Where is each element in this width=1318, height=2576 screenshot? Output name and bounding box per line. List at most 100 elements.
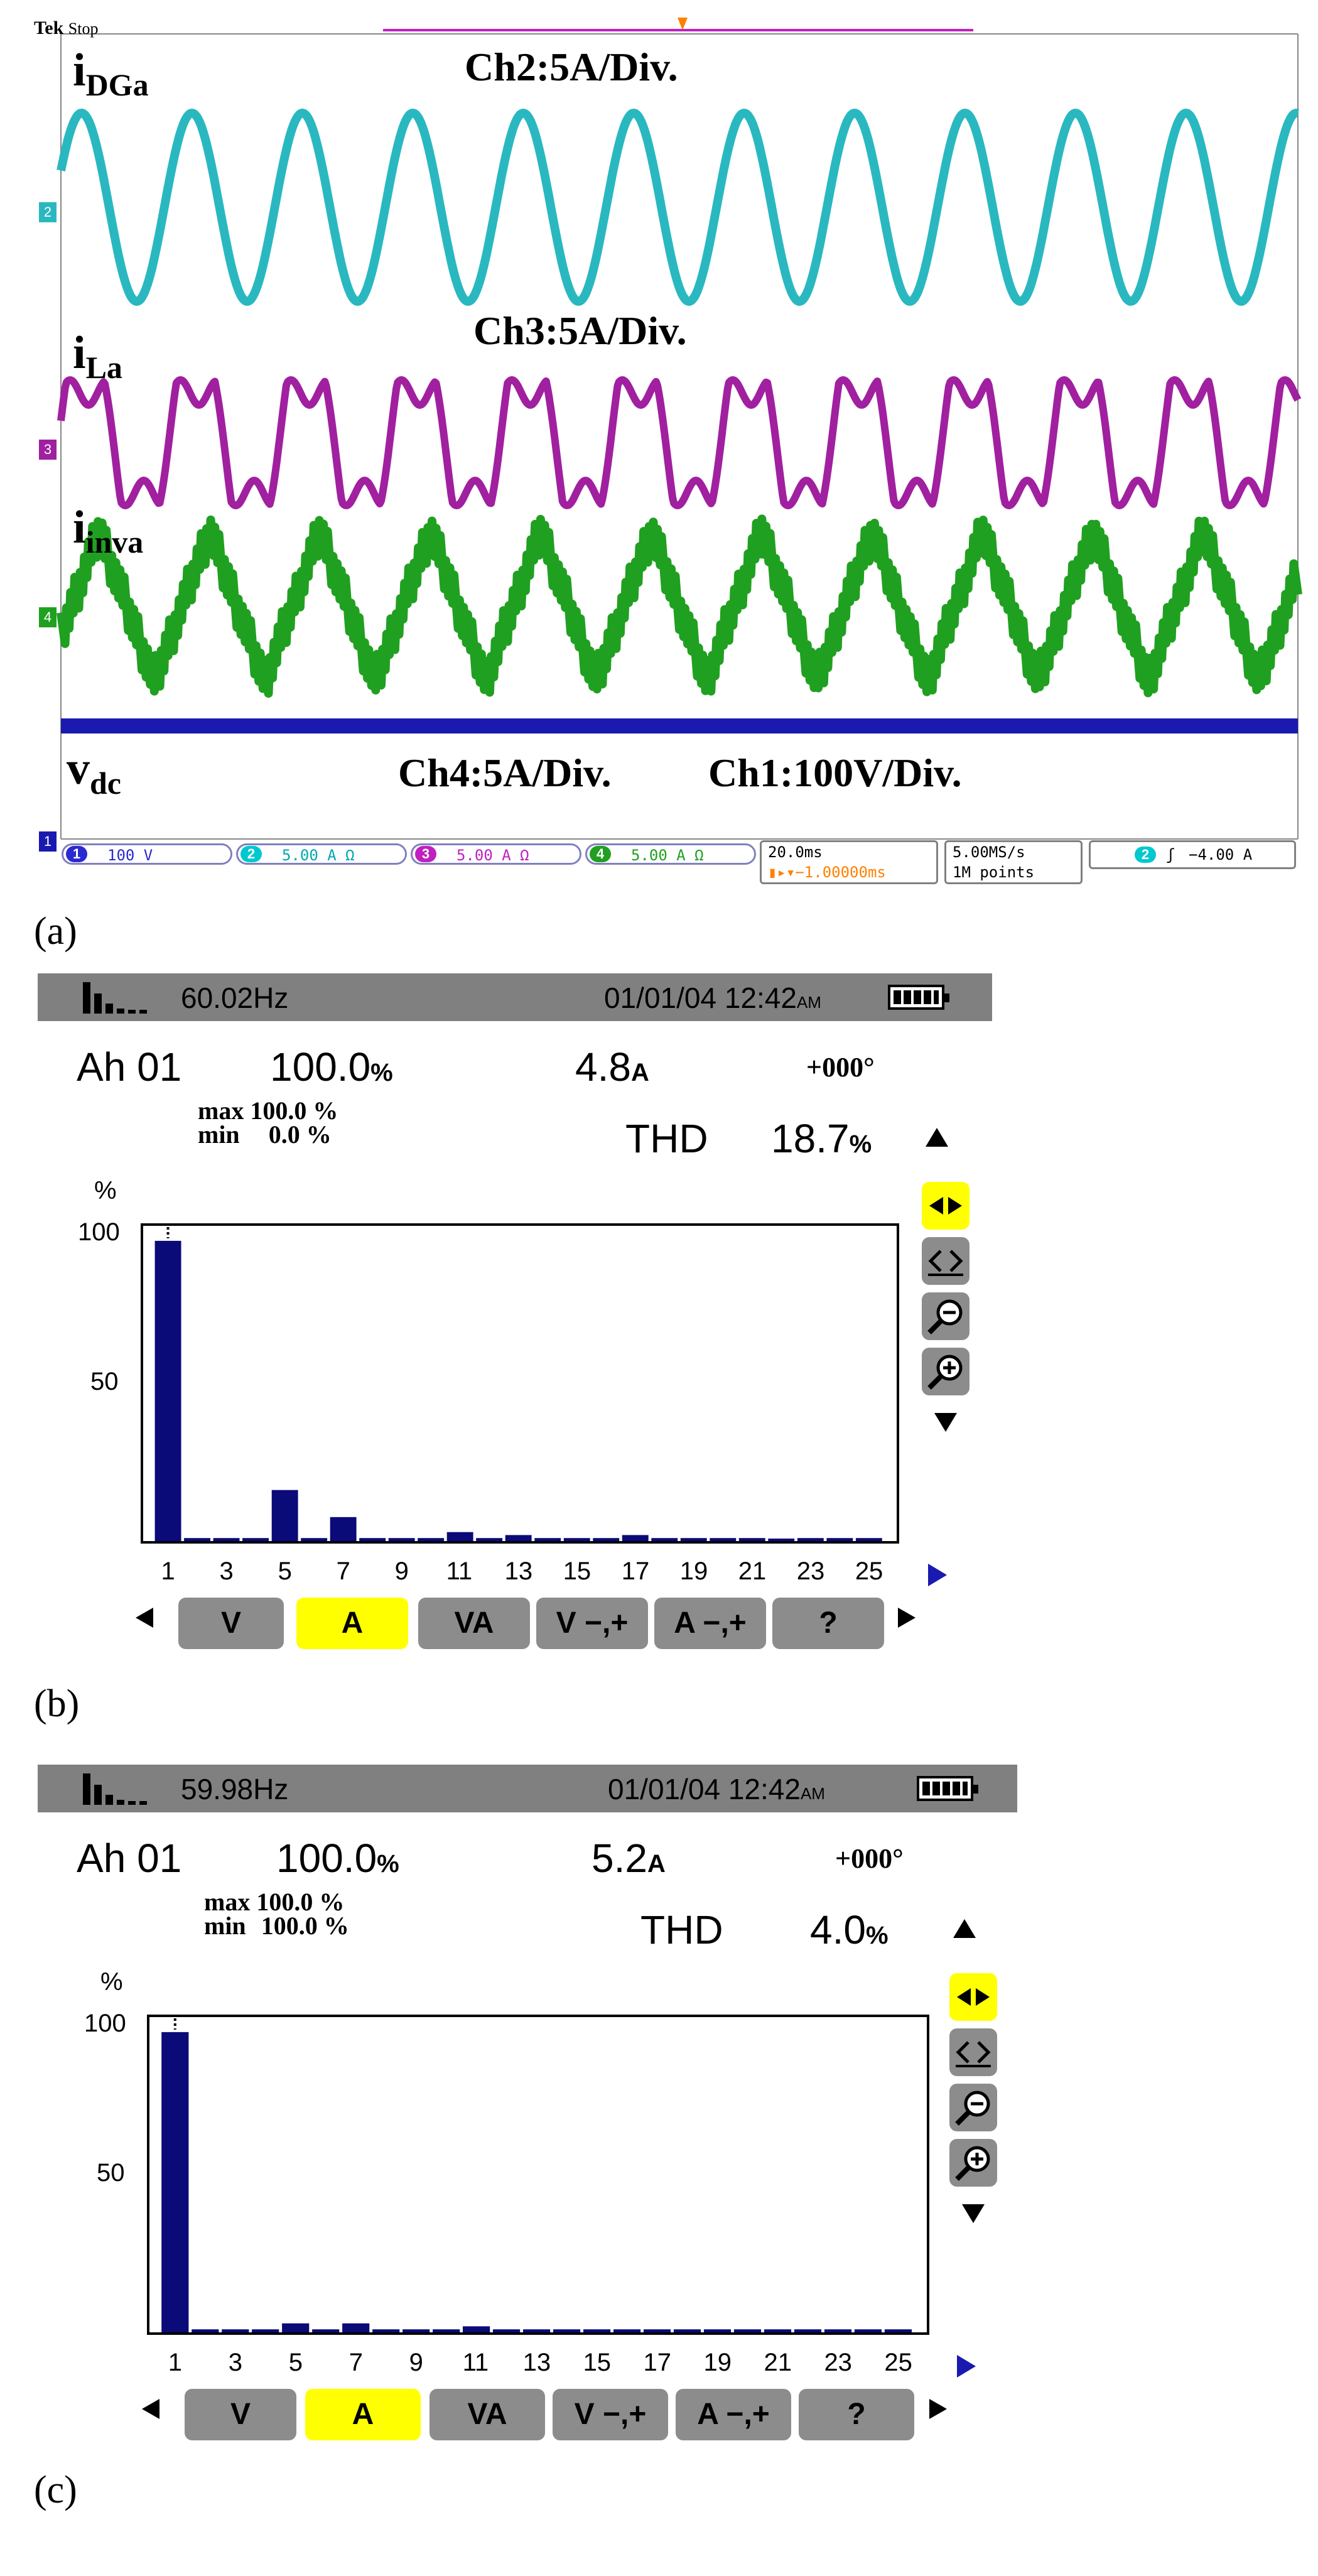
zoom-out-button[interactable] <box>949 2084 997 2131</box>
x-tick-label: 17 <box>621 1557 650 1585</box>
harmonic-bar <box>161 2032 189 2332</box>
cursor-move-button[interactable] <box>949 1973 997 2021</box>
mode-button-v-plus-minus[interactable]: V −,+ <box>536 1598 648 1649</box>
harmonic-bars-icon <box>83 982 147 1014</box>
harmonic-bar <box>493 2329 521 2332</box>
x-tick-label: 1 <box>161 1557 175 1585</box>
label-i-la: iLa <box>73 327 122 385</box>
x-scroll-right-icon[interactable] <box>957 2355 976 2378</box>
scope-trace-area <box>39 18 1302 852</box>
x-tick-label: 13 <box>504 1557 533 1585</box>
analyzer-c-ytick-100: 100 <box>84 2010 126 2037</box>
analyzer-c-time: 12:42 <box>728 1773 801 1805</box>
mode-button-a-plus-minus[interactable]: A −,+ <box>654 1598 766 1649</box>
analyzer-b-ytick-100: 100 <box>78 1218 120 1246</box>
analyzer-c-phase: +000° <box>835 1843 904 1874</box>
menu-right-icon[interactable] <box>929 2399 947 2419</box>
harmonic-bar <box>643 2329 671 2332</box>
analyzer-b-bars <box>154 1227 882 1541</box>
trigger-position-marker <box>678 18 688 30</box>
harmonic-bar <box>282 2323 310 2332</box>
help-button[interactable]: ? <box>772 1598 884 1649</box>
analyzer-b-plot <box>141 1223 899 1544</box>
cursor-move-button[interactable] <box>922 1182 970 1230</box>
trigger-level: −4.00 A <box>1189 846 1253 863</box>
scroll-down-icon[interactable] <box>962 2204 985 2223</box>
expand-button[interactable] <box>949 2028 997 2076</box>
mode-button-va[interactable]: VA <box>418 1598 530 1649</box>
analyzer-c-thd: 4.0% <box>810 1907 889 1952</box>
sample-rate: 5.00MS/s <box>953 843 1025 861</box>
mode-button-v-plus-minus[interactable]: V −,+ <box>553 2389 668 2440</box>
menu-right-icon[interactable] <box>898 1608 916 1628</box>
zoom-out-icon <box>927 1299 963 1334</box>
x-tick-label: 11 <box>446 1557 473 1585</box>
analyzer-b-frequency: 60.02Hz <box>181 982 289 1014</box>
harmonic-bar <box>738 1538 765 1541</box>
zoom-out-icon <box>955 2091 990 2126</box>
x-tick-label: 11 <box>462 2349 489 2376</box>
analyzer-b-time: 12:42 <box>724 982 797 1014</box>
ch2-scale-label: Ch2:5A/Div. <box>465 45 678 89</box>
ch2-marker-bg <box>39 202 57 222</box>
help-button[interactable]: ? <box>799 2389 914 2440</box>
mode-button-va[interactable]: VA <box>429 2389 545 2440</box>
x-tick-label: 19 <box>703 2349 732 2376</box>
ch1-badge: 1 <box>66 846 87 862</box>
zoom-in-button[interactable] <box>922 1348 970 1395</box>
mode-button-a-plus-minus[interactable]: A −,+ <box>676 2389 791 2440</box>
analyzer-c-datetime: 01/01/04 12:42AM <box>608 1772 825 1806</box>
zoom-in-button[interactable] <box>949 2139 997 2187</box>
analyzer-b-datetime: 01/01/04 12:42AM <box>604 981 821 1015</box>
analyzer-b-current: 4.8A <box>575 1044 649 1090</box>
mode-button-a[interactable]: A <box>296 1598 408 1649</box>
scroll-up-icon[interactable] <box>926 1128 948 1147</box>
harmonic-bar <box>192 2329 219 2332</box>
harmonic-bar <box>593 1538 620 1541</box>
harmonic-bar <box>402 2329 430 2332</box>
menu-left-icon[interactable] <box>142 2399 159 2419</box>
scope-grid-area <box>61 34 1298 839</box>
harmonic-bar <box>446 1532 473 1541</box>
harmonic-bar <box>768 1539 795 1541</box>
harmonic-bar <box>855 1538 882 1541</box>
mode-button-v[interactable]: V <box>178 1598 284 1649</box>
label-v-dc: vdc <box>67 743 121 801</box>
trigger-delay-row: ▮▸▾−1.00000ms <box>768 863 886 881</box>
x-tick-label: 7 <box>336 1557 350 1585</box>
menu-left-icon[interactable] <box>136 1608 153 1628</box>
harmonic-bar <box>854 2329 882 2332</box>
scroll-down-icon[interactable] <box>934 1413 957 1432</box>
x-tick-label: 1 <box>168 2349 183 2376</box>
zoom-out-button[interactable] <box>922 1292 970 1340</box>
harmonic-bar <box>418 1538 445 1541</box>
zoom-in-icon <box>927 1355 963 1390</box>
ch3-setting-pill: 3 5.00 A Ω <box>411 843 581 865</box>
analyzer-b-minmax: max 100.0 % min 0.0 % <box>198 1096 338 1149</box>
harmonic-bar <box>252 2329 279 2332</box>
mode-button-v[interactable]: V <box>185 2389 296 2440</box>
scroll-up-icon[interactable] <box>953 1919 976 1938</box>
analyzer-c-thd-label: THD <box>640 1907 723 1952</box>
mode-button-a[interactable]: A <box>305 2389 421 2440</box>
ch4-setting: 5.00 A Ω <box>631 847 704 864</box>
analyzer-c-harmonic-id: Ah 01 <box>77 1836 182 1881</box>
analyzer-b-ytick-50: 50 <box>90 1368 119 1395</box>
record-length: 1M points <box>953 863 1035 881</box>
harmonic-bar <box>342 2323 370 2332</box>
analyzer-c-bars <box>161 2018 912 2332</box>
harmonic-bar <box>242 1538 269 1541</box>
ch2-setting-pill: 2 5.00 A Ω <box>236 843 407 865</box>
left-right-arrows-icon <box>957 1988 990 2006</box>
analyzer-c-ytick-50: 50 <box>97 2159 125 2187</box>
x-scroll-right-icon[interactable] <box>928 1564 947 1586</box>
ch4-setting-pill: 4 5.00 A Ω <box>585 843 756 865</box>
analyzer-c-frequency: 59.98Hz <box>181 1773 289 1805</box>
ch3-setting: 5.00 A Ω <box>456 847 529 864</box>
ch4-scale-label: Ch4:5A/Div. <box>398 750 612 795</box>
ch4-marker-bg <box>39 607 57 627</box>
scope-brand: Tek <box>34 18 64 38</box>
expand-button[interactable] <box>922 1237 970 1285</box>
ch4-marker: 4 <box>43 609 52 625</box>
harmonic-analyzer-b: 60.02Hz 01/01/04 12:42AM Ah 01 100.0% 4.… <box>38 973 992 1664</box>
